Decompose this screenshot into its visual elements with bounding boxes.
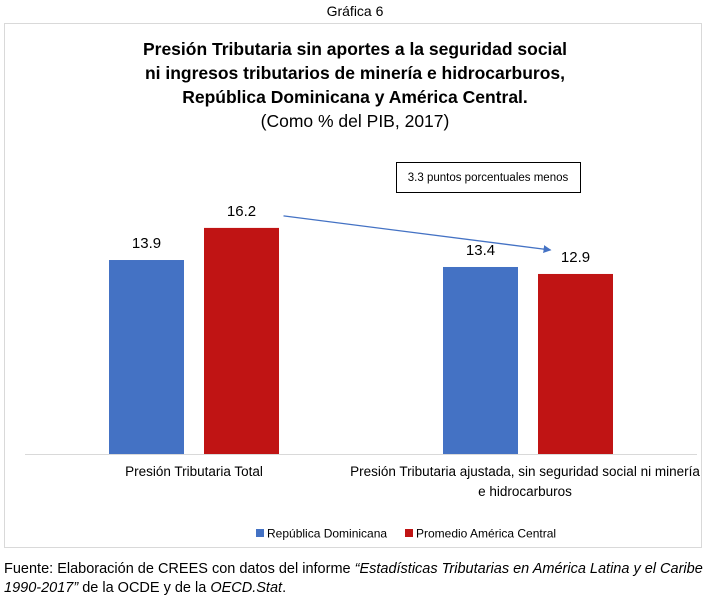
bar-ac-0 [204,227,279,454]
chart-title-line-3: República Dominicana y América Central. [182,87,528,107]
chart-title: Presión Tributaria sin aportes a la segu… [0,37,710,133]
legend-label: República Dominicana [267,527,387,541]
chart-title-line-1: Presión Tributaria sin aportes a la segu… [142,39,568,59]
chart-subtitle: (Como % del PIB, 2017) [260,111,450,131]
source-prefix: Fuente: Elaboración de CREES con datos d… [4,561,355,577]
annotation-box [396,162,581,193]
arrow-annotation [283,215,552,254]
category-label: Presión Tributaria ajustada, sin segurid… [350,464,700,479]
annotation-text: 3.3 puntos porcentuales menos [408,172,569,184]
category-label: e hidrocarburos [478,484,572,499]
data-label: 16.2 [227,203,256,220]
legend-swatch [405,529,413,537]
chart-title-line-2: ni ingresos tributarios de minería e hid… [144,63,566,83]
category-label: Presión Tributaria Total [125,464,263,479]
source-report-title: “Estadísticas Tributarias en América Lat… [4,561,703,596]
source-middle: de la OCDE y de la [78,580,211,596]
data-label: 13.9 [132,235,161,252]
figure-caption: Gráfica 6 [326,3,384,19]
legend-label: Promedio América Central [416,527,556,541]
bar-rd-1 [443,266,518,454]
source-suffix: . [282,580,287,596]
data-label: 13.4 [466,242,495,259]
data-label: 12.9 [561,249,590,266]
bar-rd-0 [109,260,184,454]
source-note: Fuente: Elaboración de CREES con datos d… [4,560,704,598]
bar-ac-1 [538,273,613,454]
source-stat-name: OECD.Stat [210,580,283,596]
legend-swatch [256,529,264,537]
